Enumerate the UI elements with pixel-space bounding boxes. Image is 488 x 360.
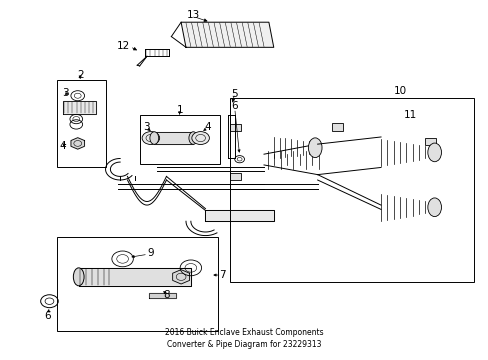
Text: 8: 8 [163,291,169,301]
Ellipse shape [427,143,441,162]
Bar [229,98,473,282]
Text: 1: 1 [176,105,183,116]
Text: 6: 6 [231,101,238,111]
Text: 2016 Buick Enclave Exhaust Components
Converter & Pipe Diagram for 23229313: 2016 Buick Enclave Exhaust Components Co… [165,328,323,348]
Text: 4: 4 [204,122,211,132]
Ellipse shape [308,138,322,158]
Text: 10: 10 [393,86,407,96]
Polygon shape [63,101,96,114]
Polygon shape [149,293,176,298]
Ellipse shape [150,132,158,144]
Text: 9: 9 [147,248,154,258]
Text: 11: 11 [403,111,416,121]
Polygon shape [79,268,190,286]
Text: 7: 7 [219,270,225,280]
Ellipse shape [427,198,441,217]
Text: 12: 12 [117,41,130,50]
Ellipse shape [188,132,197,144]
Bar [424,138,435,145]
Bar [57,80,105,167]
Circle shape [142,132,159,144]
Text: 6: 6 [44,311,51,320]
Text: 3: 3 [61,88,68,98]
Bar [140,116,220,164]
Text: 4: 4 [59,140,66,150]
Circle shape [191,132,209,144]
Text: 2: 2 [77,70,83,80]
Bar [229,124,240,131]
Text: 5: 5 [231,89,238,99]
Ellipse shape [73,268,84,286]
Bar [229,173,240,180]
Text: 3: 3 [142,122,149,132]
Text: 13: 13 [186,10,200,20]
Polygon shape [181,22,273,47]
Polygon shape [71,138,84,149]
Bar [331,123,342,131]
Polygon shape [154,132,193,144]
Polygon shape [172,270,189,284]
Bar [57,237,217,330]
Polygon shape [205,211,273,221]
